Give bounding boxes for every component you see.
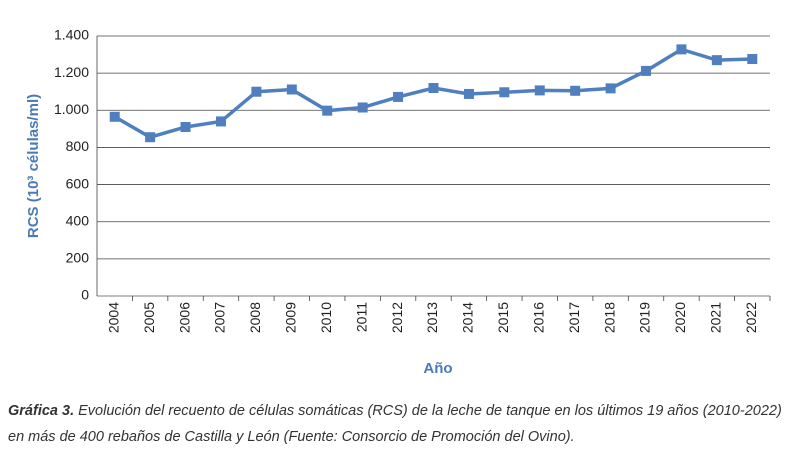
marker: [605, 83, 616, 94]
marker: [641, 65, 652, 76]
y-tick-label: 1.200: [54, 64, 89, 80]
caption-label: Gráfica 3.: [8, 403, 75, 419]
marker: [109, 111, 120, 122]
caption: Gráfica 3. Evolución del recuento de cél…: [8, 398, 793, 450]
marker: [428, 83, 439, 93]
x-tick-label: 2010: [318, 302, 334, 333]
marker: [180, 122, 191, 132]
x-tick-label: 2006: [176, 302, 192, 333]
marker: [747, 54, 758, 65]
marker: [534, 85, 545, 96]
x-tick-label: 2011: [353, 302, 369, 332]
marker: [499, 87, 510, 98]
y-tick-label: 1.400: [54, 27, 89, 43]
x-tick-label: 2017: [566, 302, 582, 333]
x-tick-label: 2007: [212, 302, 228, 333]
y-tick-label: 800: [66, 138, 90, 154]
x-tick-label: 2008: [247, 302, 263, 333]
x-tick-label: 2015: [495, 302, 511, 333]
caption-text: Evolución del recuento de células somáti…: [8, 403, 782, 445]
line: [113, 47, 753, 140]
y-tick-label: 600: [66, 175, 90, 191]
marker: [286, 84, 297, 95]
x-tick-label: 2005: [141, 302, 157, 333]
marker: [676, 44, 687, 55]
x-tick-label: 2021: [708, 302, 724, 333]
x-tick-label: 2019: [637, 302, 653, 333]
marker: [357, 102, 368, 113]
x-tick-label: 2020: [672, 302, 688, 333]
marker: [570, 85, 581, 96]
x-tick-label: 2016: [530, 302, 546, 333]
x-tick-label: 2012: [389, 302, 405, 333]
y-tick-label: 200: [66, 250, 90, 266]
marker: [251, 86, 262, 97]
marker: [215, 116, 226, 127]
x-tick-label: 2018: [601, 302, 617, 333]
marker: [393, 91, 404, 102]
x-tick-label: 2013: [424, 302, 440, 333]
x-tick-label: 2004: [105, 302, 121, 333]
marker: [711, 55, 722, 66]
marker: [463, 88, 474, 99]
y-tick-label: 1.000: [54, 101, 89, 117]
x-tick-label: 2022: [743, 302, 759, 333]
marker: [145, 132, 156, 143]
chart: RCS (10³ células/ml) Año 0 200 400 600 800 1.…: [25, 27, 771, 377]
y-tick-label: 400: [66, 212, 90, 228]
marker: [322, 105, 333, 116]
x-tick-label: 2009: [283, 302, 299, 333]
y-tick-label: 0: [81, 287, 89, 303]
x-tick-label: 2014: [460, 302, 476, 333]
y-axis-label: RCS (10³ células/ml): [25, 94, 42, 238]
x-axis-label: Año: [423, 360, 452, 377]
